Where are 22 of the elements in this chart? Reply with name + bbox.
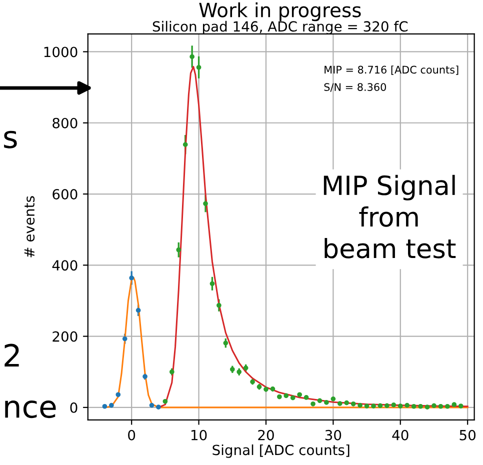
- annotation: MIP Signal from beam test: [324, 174, 456, 258]
- x-axis-title: Signal [ADC counts]: [212, 444, 350, 458]
- x-tick-label: 50: [460, 430, 476, 440]
- y-tick-label: 0: [70, 402, 78, 413]
- annotation: S/N = 8.360: [324, 83, 386, 92]
- y-axis-title: # events: [24, 196, 35, 258]
- text: nce: [5, 400, 56, 418]
- x-tick-label: 0: [128, 430, 136, 440]
- text: s: [4, 130, 17, 148]
- text: 2: [4, 344, 19, 366]
- annotation: MIP = 8.716 [ADC counts]: [324, 66, 458, 75]
- y-tick-label: 600: [52, 188, 78, 200]
- x-tick-label: 20: [258, 430, 274, 440]
- y-tick-label: 200: [52, 331, 78, 342]
- y-tick-label: 800: [52, 118, 78, 128]
- y-tick-label: 1000: [44, 46, 78, 58]
- chart-title: Work in progress: [199, 2, 361, 22]
- y-tick-label: 400: [52, 260, 78, 271]
- x-tick-label: 40: [392, 430, 408, 440]
- x-tick-label: 10: [191, 430, 207, 440]
- chart-subtitle: Silicon pad 146, ADC range = 320 fC: [152, 20, 408, 34]
- x-tick-label: 30: [325, 430, 342, 440]
